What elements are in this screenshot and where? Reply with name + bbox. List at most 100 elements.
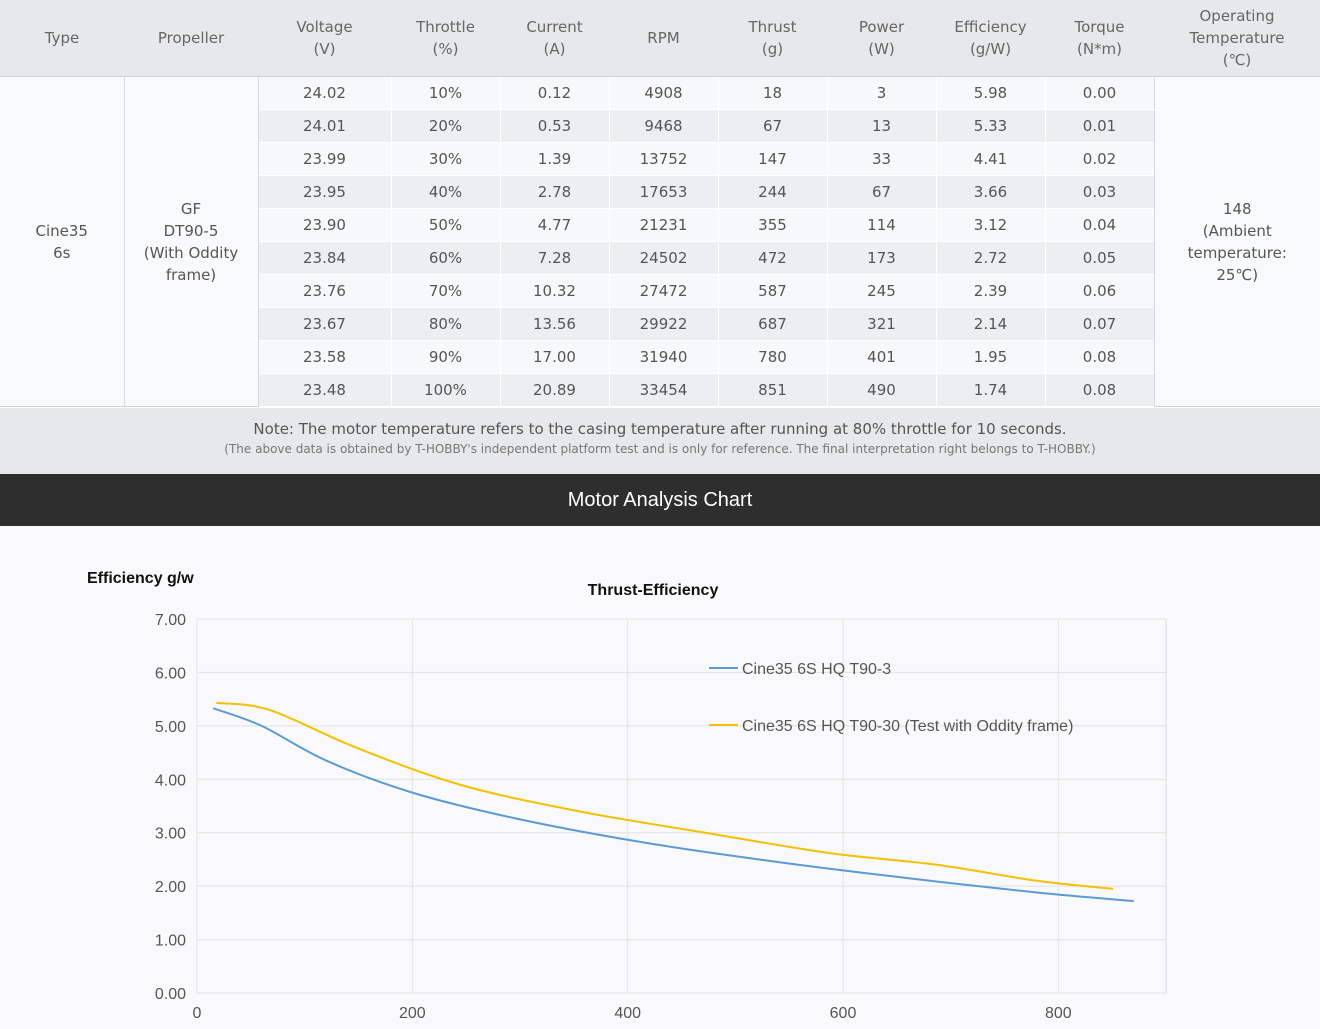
table-header-row: Type Propeller Voltage (V) Throttle (%) Curren… <box>0 0 1320 77</box>
table-row: 23.84 60% 7.28 24502 472 173 2.72 0.05 <box>0 241 1320 275</box>
table-cell: 587 <box>717 274 827 308</box>
table-cell: 17.00 <box>499 340 609 374</box>
table-cell: 0.01 <box>1044 109 1154 143</box>
table-cell: 2.78 <box>499 175 609 209</box>
table-cell: 0.05 <box>1044 241 1154 275</box>
table-cell: 244 <box>717 175 827 209</box>
y-tick-label: 4.00 <box>155 772 186 789</box>
table-row: 23.58 90% 17.00 31940 780 401 1.95 0.08 <box>0 340 1320 374</box>
table-cell: 9468 <box>608 109 718 143</box>
column-header: RPM <box>609 0 718 77</box>
table-cell: 23.84 <box>257 241 391 275</box>
table-cell: 13.56 <box>499 307 609 341</box>
column-header: Type <box>0 0 124 77</box>
column-header: Efficiency (g/W) <box>936 0 1045 77</box>
table-cell: 0.53 <box>499 109 609 143</box>
x-tick-label: 600 <box>830 1005 857 1022</box>
table-cell: 50% <box>390 208 500 242</box>
table-cell: 355 <box>717 208 827 242</box>
table-cell: 10% <box>390 76 500 110</box>
table-cell: 10.32 <box>499 274 609 308</box>
table-cell: 147 <box>717 142 827 176</box>
table-cell: 13 <box>826 109 936 143</box>
chart-title: Thrust-Efficiency <box>588 582 719 599</box>
table-cell: 21231 <box>608 208 718 242</box>
table-cell: 1.39 <box>499 142 609 176</box>
table-cell: 173 <box>826 241 936 275</box>
table-row: 24.01 20% 0.53 9468 67 13 5.33 0.01 <box>0 109 1320 143</box>
table-cell: 2.39 <box>935 274 1045 308</box>
table-cell: 23.90 <box>257 208 391 242</box>
column-header: Voltage (V) <box>258 0 391 77</box>
table-row: 23.67 80% 13.56 29922 687 321 2.14 0.07 <box>0 307 1320 341</box>
legend-label: Cine35 6S HQ T90-30 (Test with Oddity fr… <box>742 718 1073 735</box>
y-tick-label: 5.00 <box>155 719 186 736</box>
table-cell: 17653 <box>608 175 718 209</box>
series-line <box>212 707 1134 903</box>
table-cell: 24502 <box>608 241 718 275</box>
table-cell: 30% <box>390 142 500 176</box>
note-line-1: Note: The motor temperature refers to th… <box>253 420 1067 438</box>
type-cell: Cine35 6s <box>0 76 125 407</box>
table-cell: 401 <box>826 340 936 374</box>
table-cell: 90% <box>390 340 500 374</box>
note-box: Note: The motor temperature refers to th… <box>0 408 1320 474</box>
table-cell: 780 <box>717 340 827 374</box>
series-line <box>216 701 1114 890</box>
spec-table: Type Propeller Voltage (V) Throttle (%) Curren… <box>0 0 1320 407</box>
x-tick-label: 200 <box>399 1005 426 1022</box>
table-cell: 3.12 <box>935 208 1045 242</box>
x-tick-label: 800 <box>1045 1005 1072 1022</box>
table-cell: 5.98 <box>935 76 1045 110</box>
table-cell: 60% <box>390 241 500 275</box>
propeller-cell: GF DT90-5 (With Oddity frame) <box>124 76 259 407</box>
table-cell: 0.04 <box>1044 208 1154 242</box>
table-row: 23.99 30% 1.39 13752 147 33 4.41 0.02 <box>0 142 1320 176</box>
temperature-cell: 148 (Ambient temperature: 25℃) <box>1153 76 1320 407</box>
table-cell: 23.58 <box>257 340 391 374</box>
table-cell: 687 <box>717 307 827 341</box>
table-cell: 4.41 <box>935 142 1045 176</box>
y-tick-label: 3.00 <box>155 826 186 843</box>
table-row: 23.95 40% 2.78 17653 244 67 3.66 0.03 <box>0 175 1320 209</box>
column-header: Power (W) <box>827 0 936 77</box>
table-cell: 27472 <box>608 274 718 308</box>
table-cell: 0.07 <box>1044 307 1154 341</box>
table-cell: 70% <box>390 274 500 308</box>
table-cell: 24.01 <box>257 109 391 143</box>
table-cell: 5.33 <box>935 109 1045 143</box>
table-cell: 2.14 <box>935 307 1045 341</box>
table-cell: 67 <box>717 109 827 143</box>
table-cell: 1.74 <box>935 373 1045 407</box>
table-cell: 24.02 <box>257 76 391 110</box>
note-line-2: (The above data is obtained by T-HOBBY's… <box>224 442 1096 456</box>
x-tick-label: 400 <box>614 1005 641 1022</box>
table-cell: 23.48 <box>257 373 391 407</box>
column-header: Thrust (g) <box>718 0 827 77</box>
table-cell: 13752 <box>608 142 718 176</box>
plot-area <box>196 618 1167 994</box>
column-header: Torque (N*m) <box>1045 0 1154 77</box>
table-cell: 851 <box>717 373 827 407</box>
table-cell: 29922 <box>608 307 718 341</box>
table-row: Cine35 6s GF DT90-5 (With Oddity frame) 24.02 1… <box>0 76 1320 407</box>
column-header: Propeller <box>124 0 258 77</box>
table-cell: 0.02 <box>1044 142 1154 176</box>
table-cell: 0.08 <box>1044 373 1154 407</box>
table-cell: 321 <box>826 307 936 341</box>
table-cell: 67 <box>826 175 936 209</box>
table-cell: 490 <box>826 373 936 407</box>
legend-label: Cine35 6S HQ T90-3 <box>742 661 891 678</box>
table-cell: 100% <box>390 373 500 407</box>
table-cell: 245 <box>826 274 936 308</box>
table-cell: 0.03 <box>1044 175 1154 209</box>
table-cell: 40% <box>390 175 500 209</box>
table-cell: 7.28 <box>499 241 609 275</box>
table-cell: 20.89 <box>499 373 609 407</box>
table-cell: 23.67 <box>257 307 391 341</box>
table-row: 23.90 50% 4.77 21231 355 114 3.12 0.04 <box>0 208 1320 242</box>
column-header: Operating Temperature (℃) <box>1154 0 1320 77</box>
section-title: Motor Analysis Chart <box>0 474 1320 526</box>
y-tick-label: 1.00 <box>155 933 186 950</box>
table-cell: 33 <box>826 142 936 176</box>
